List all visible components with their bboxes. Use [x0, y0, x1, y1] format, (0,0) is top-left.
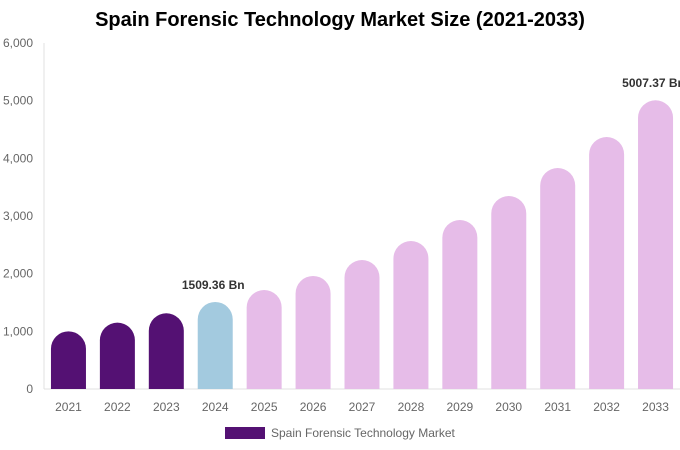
bar-2027 — [344, 259, 380, 389]
bar-2021 — [50, 331, 86, 389]
x-tick-label: 2026 — [300, 400, 327, 414]
bar-2029 — [442, 220, 478, 389]
bar-2030 — [491, 195, 527, 389]
y-tick-label: 6,000 — [3, 36, 33, 50]
bar-2023 — [148, 313, 184, 389]
bar-2025 — [246, 289, 282, 389]
bar-2032 — [589, 136, 625, 389]
x-tick-label: 2024 — [202, 400, 229, 414]
data-label: 1509.36 Bn — [182, 278, 245, 292]
x-tick-label: 2033 — [642, 400, 669, 414]
x-tick-label: 2027 — [349, 400, 376, 414]
chart-title: Spain Forensic Technology Market Size (2… — [95, 9, 585, 31]
bar-2033 — [638, 100, 674, 389]
x-tick-label: 2032 — [593, 400, 620, 414]
y-tick-label: 4,000 — [3, 151, 33, 165]
data-label: 5007.37 Bn — [622, 76, 680, 90]
x-tick-label: 2023 — [153, 400, 180, 414]
y-tick-label: 0 — [26, 382, 33, 396]
legend-label: Spain Forensic Technology Market — [271, 426, 455, 440]
bar-2028 — [393, 241, 429, 389]
y-tick-label: 3,000 — [3, 209, 33, 223]
x-tick-label: 2021 — [55, 400, 82, 414]
legend-swatch — [225, 427, 265, 439]
y-tick-label: 1,000 — [3, 324, 33, 338]
y-tick-label: 2,000 — [3, 267, 33, 281]
x-tick-label: 2022 — [104, 400, 131, 414]
bar-2022 — [99, 322, 135, 389]
x-tick-label: 2025 — [251, 400, 278, 414]
bar-2026 — [295, 275, 331, 389]
x-tick-label: 2029 — [446, 400, 473, 414]
x-tick-label: 2028 — [398, 400, 425, 414]
x-tick-label: 2030 — [495, 400, 522, 414]
bar-2031 — [540, 168, 576, 389]
x-tick-label: 2031 — [544, 400, 571, 414]
bar-2024 — [197, 301, 233, 389]
legend: Spain Forensic Technology Market — [225, 426, 455, 440]
y-tick-label: 5,000 — [3, 94, 33, 108]
